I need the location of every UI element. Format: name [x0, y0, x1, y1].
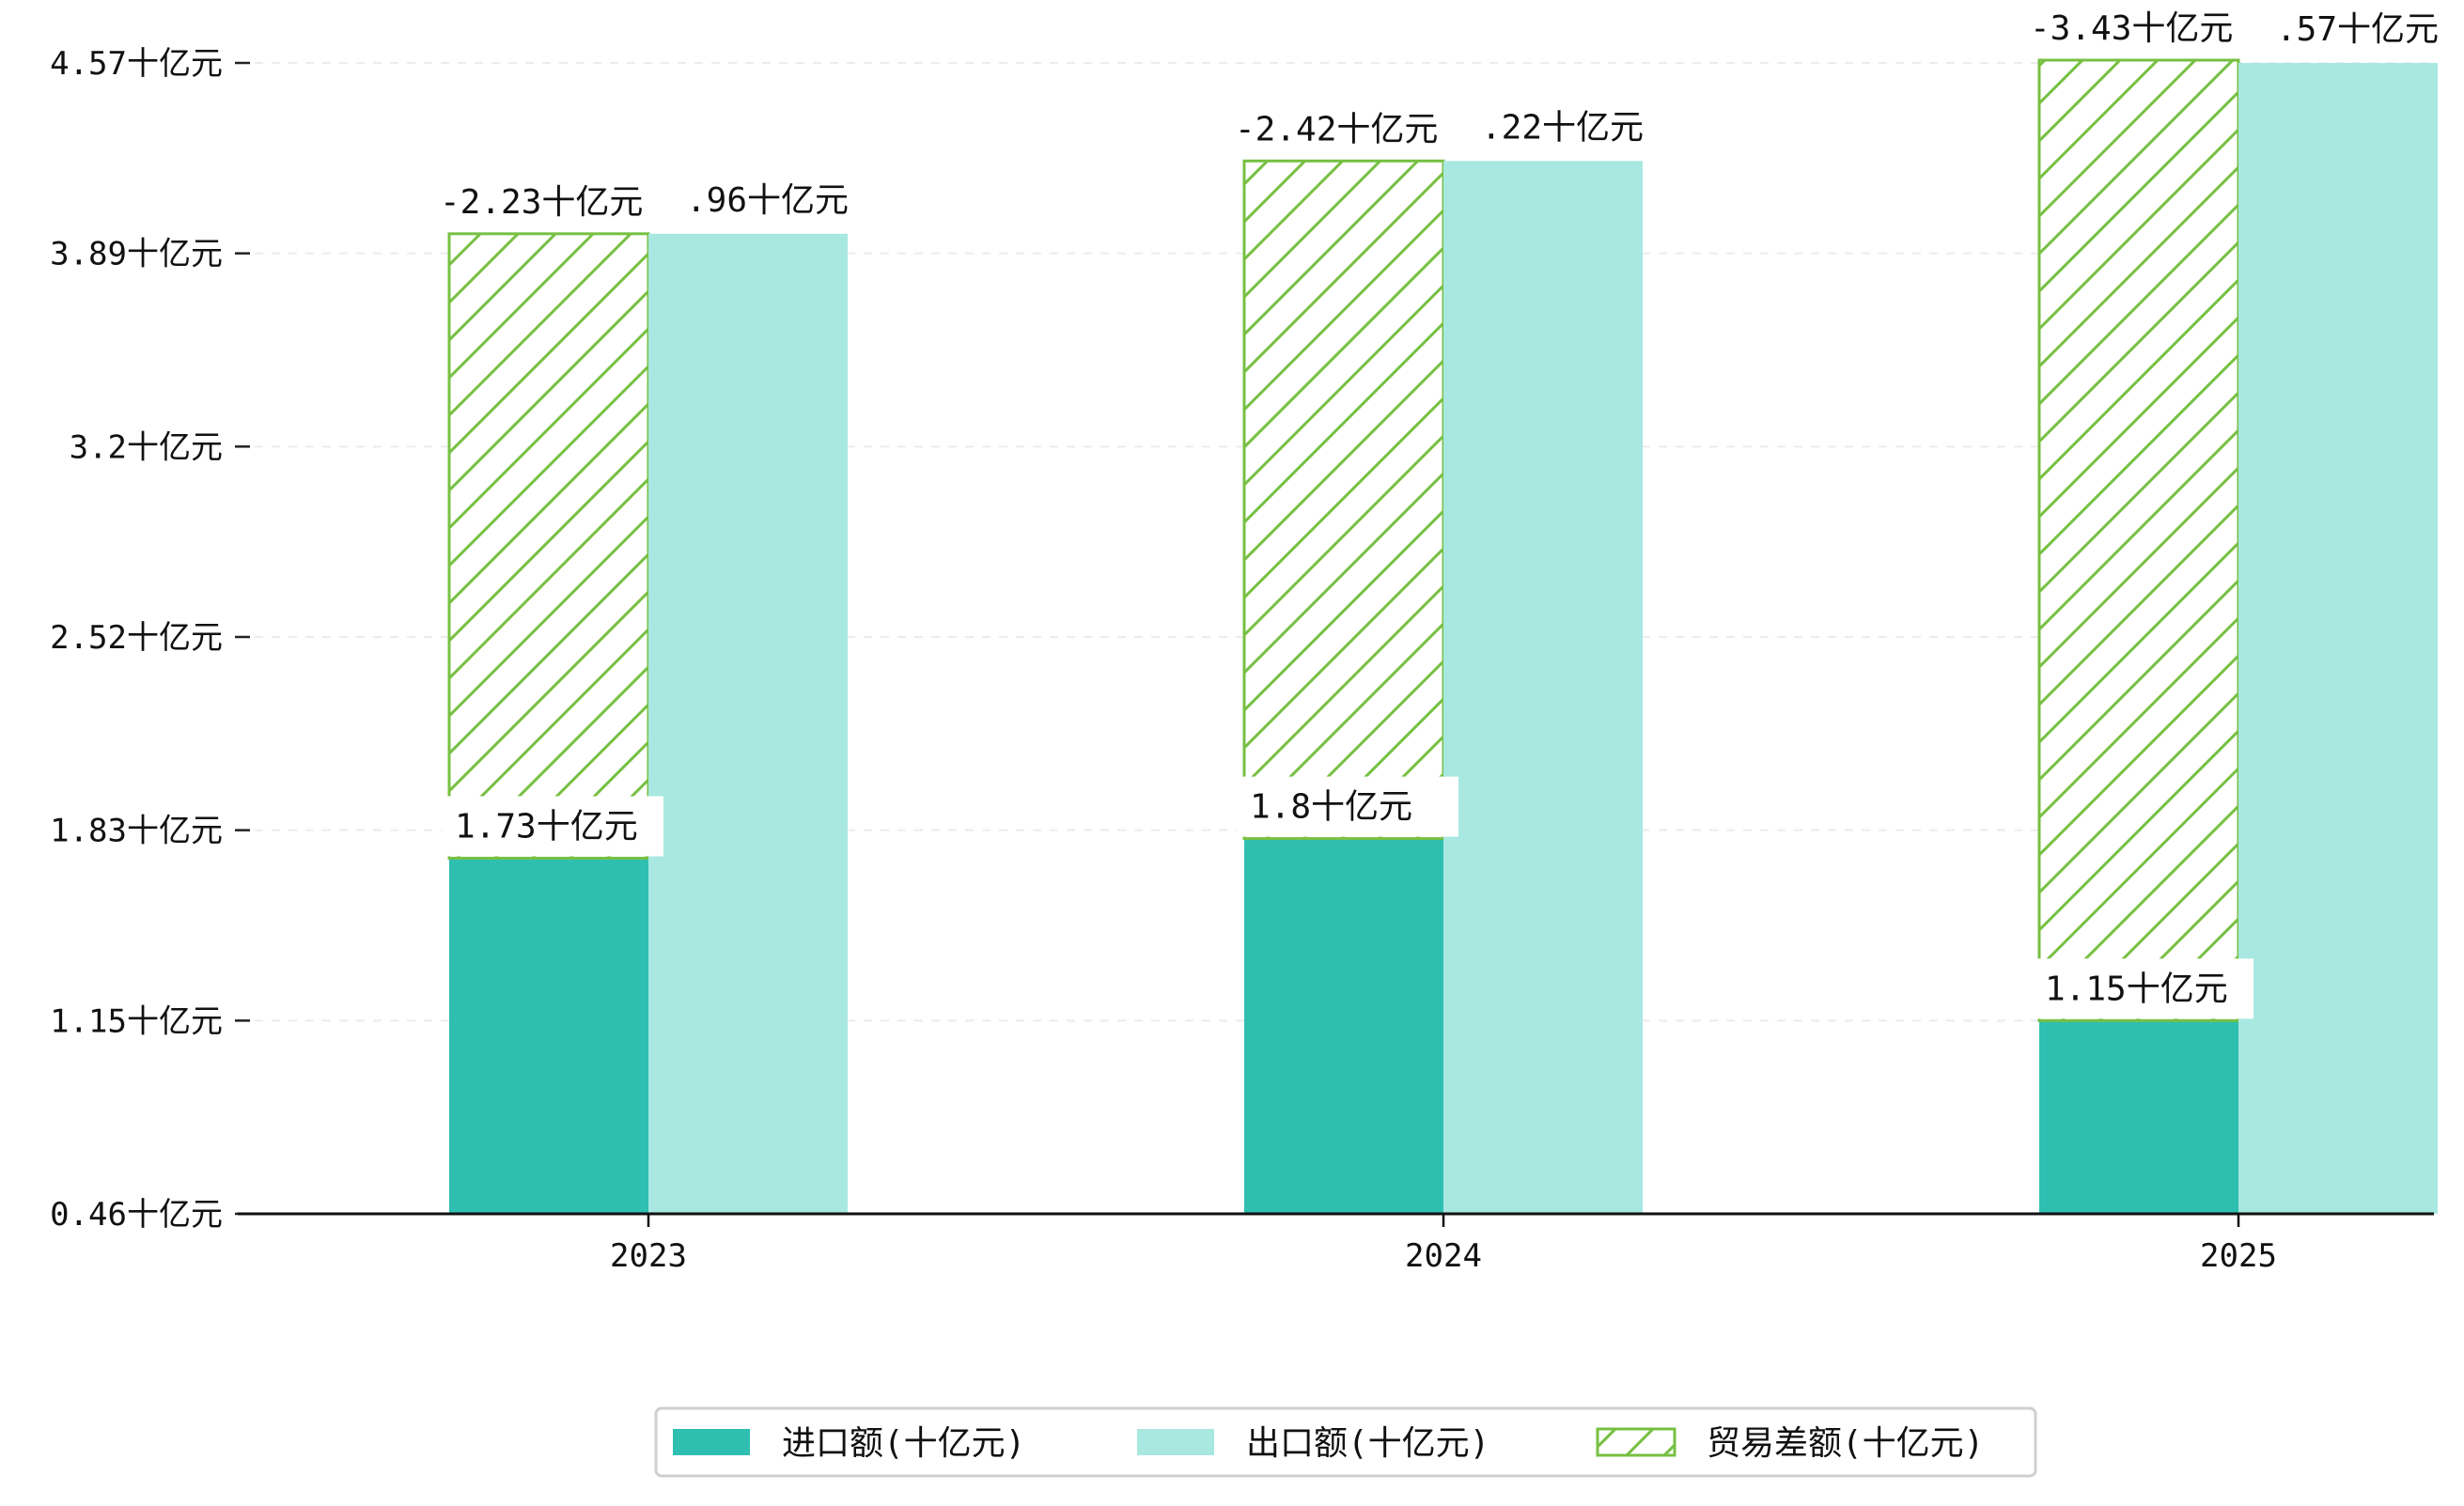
balance-value-label-front: -3.43十亿元	[2030, 9, 2233, 48]
y-tick-label: 1.15十亿元	[50, 1002, 223, 1040]
y-tick-label: 3.2十亿元	[70, 428, 223, 466]
legend-label: 进口额(十亿元)	[782, 1424, 1025, 1463]
balance-bar	[447, 232, 650, 860]
x-tick-label: 2024	[1405, 1237, 1482, 1275]
import-bar	[1244, 838, 1443, 1214]
balance-value-label-front: -2.23十亿元	[440, 183, 643, 222]
export-bar	[1443, 161, 1643, 1215]
import-value-label-bg	[1237, 776, 1458, 837]
export-value-label: .22十亿元	[1481, 108, 1644, 147]
import-value-label: 1.15十亿元	[2045, 970, 2228, 1008]
y-tick-label: 4.57十亿元	[50, 45, 223, 83]
y-tick-label: 3.89十亿元	[50, 236, 223, 273]
export-value-label: .57十亿元	[2276, 10, 2439, 49]
export-bar	[648, 233, 848, 1215]
legend-swatch	[1596, 1427, 1676, 1457]
y-tick-label: 0.46十亿元	[50, 1196, 223, 1234]
import-bar	[2039, 1020, 2238, 1214]
x-tick-label: 2025	[2200, 1237, 2277, 1275]
legend-label: 贸易差额(十亿元)	[1707, 1424, 1984, 1463]
balance-bar	[2037, 58, 2240, 1022]
legend-swatch	[673, 1429, 750, 1455]
import-value-label: 1.73十亿元	[455, 807, 638, 846]
export-value-label: .96十亿元	[686, 181, 849, 220]
import-value-label: 1.8十亿元	[1250, 788, 1412, 827]
legend-box	[654, 1406, 2037, 1478]
balance-label-cover	[2017, 0, 2261, 59]
balance-bar	[1242, 159, 1445, 841]
balance-value-label-front: -2.42十亿元	[1235, 110, 1438, 148]
import-bar	[449, 858, 648, 1214]
balance-label-cover	[1222, 99, 1466, 160]
y-tick-label: 1.83十亿元	[50, 813, 223, 850]
import-value-label-bg	[442, 796, 663, 857]
import-value-label-bg	[2032, 958, 2253, 1019]
export-bar	[2238, 63, 2438, 1214]
y-tick-label: 2.52十亿元	[50, 619, 223, 657]
x-tick-label: 2023	[610, 1237, 687, 1275]
legend-label: 出口额(十亿元)	[1246, 1424, 1489, 1463]
balance-label-cover	[427, 171, 671, 232]
legend-swatch	[1137, 1429, 1214, 1455]
